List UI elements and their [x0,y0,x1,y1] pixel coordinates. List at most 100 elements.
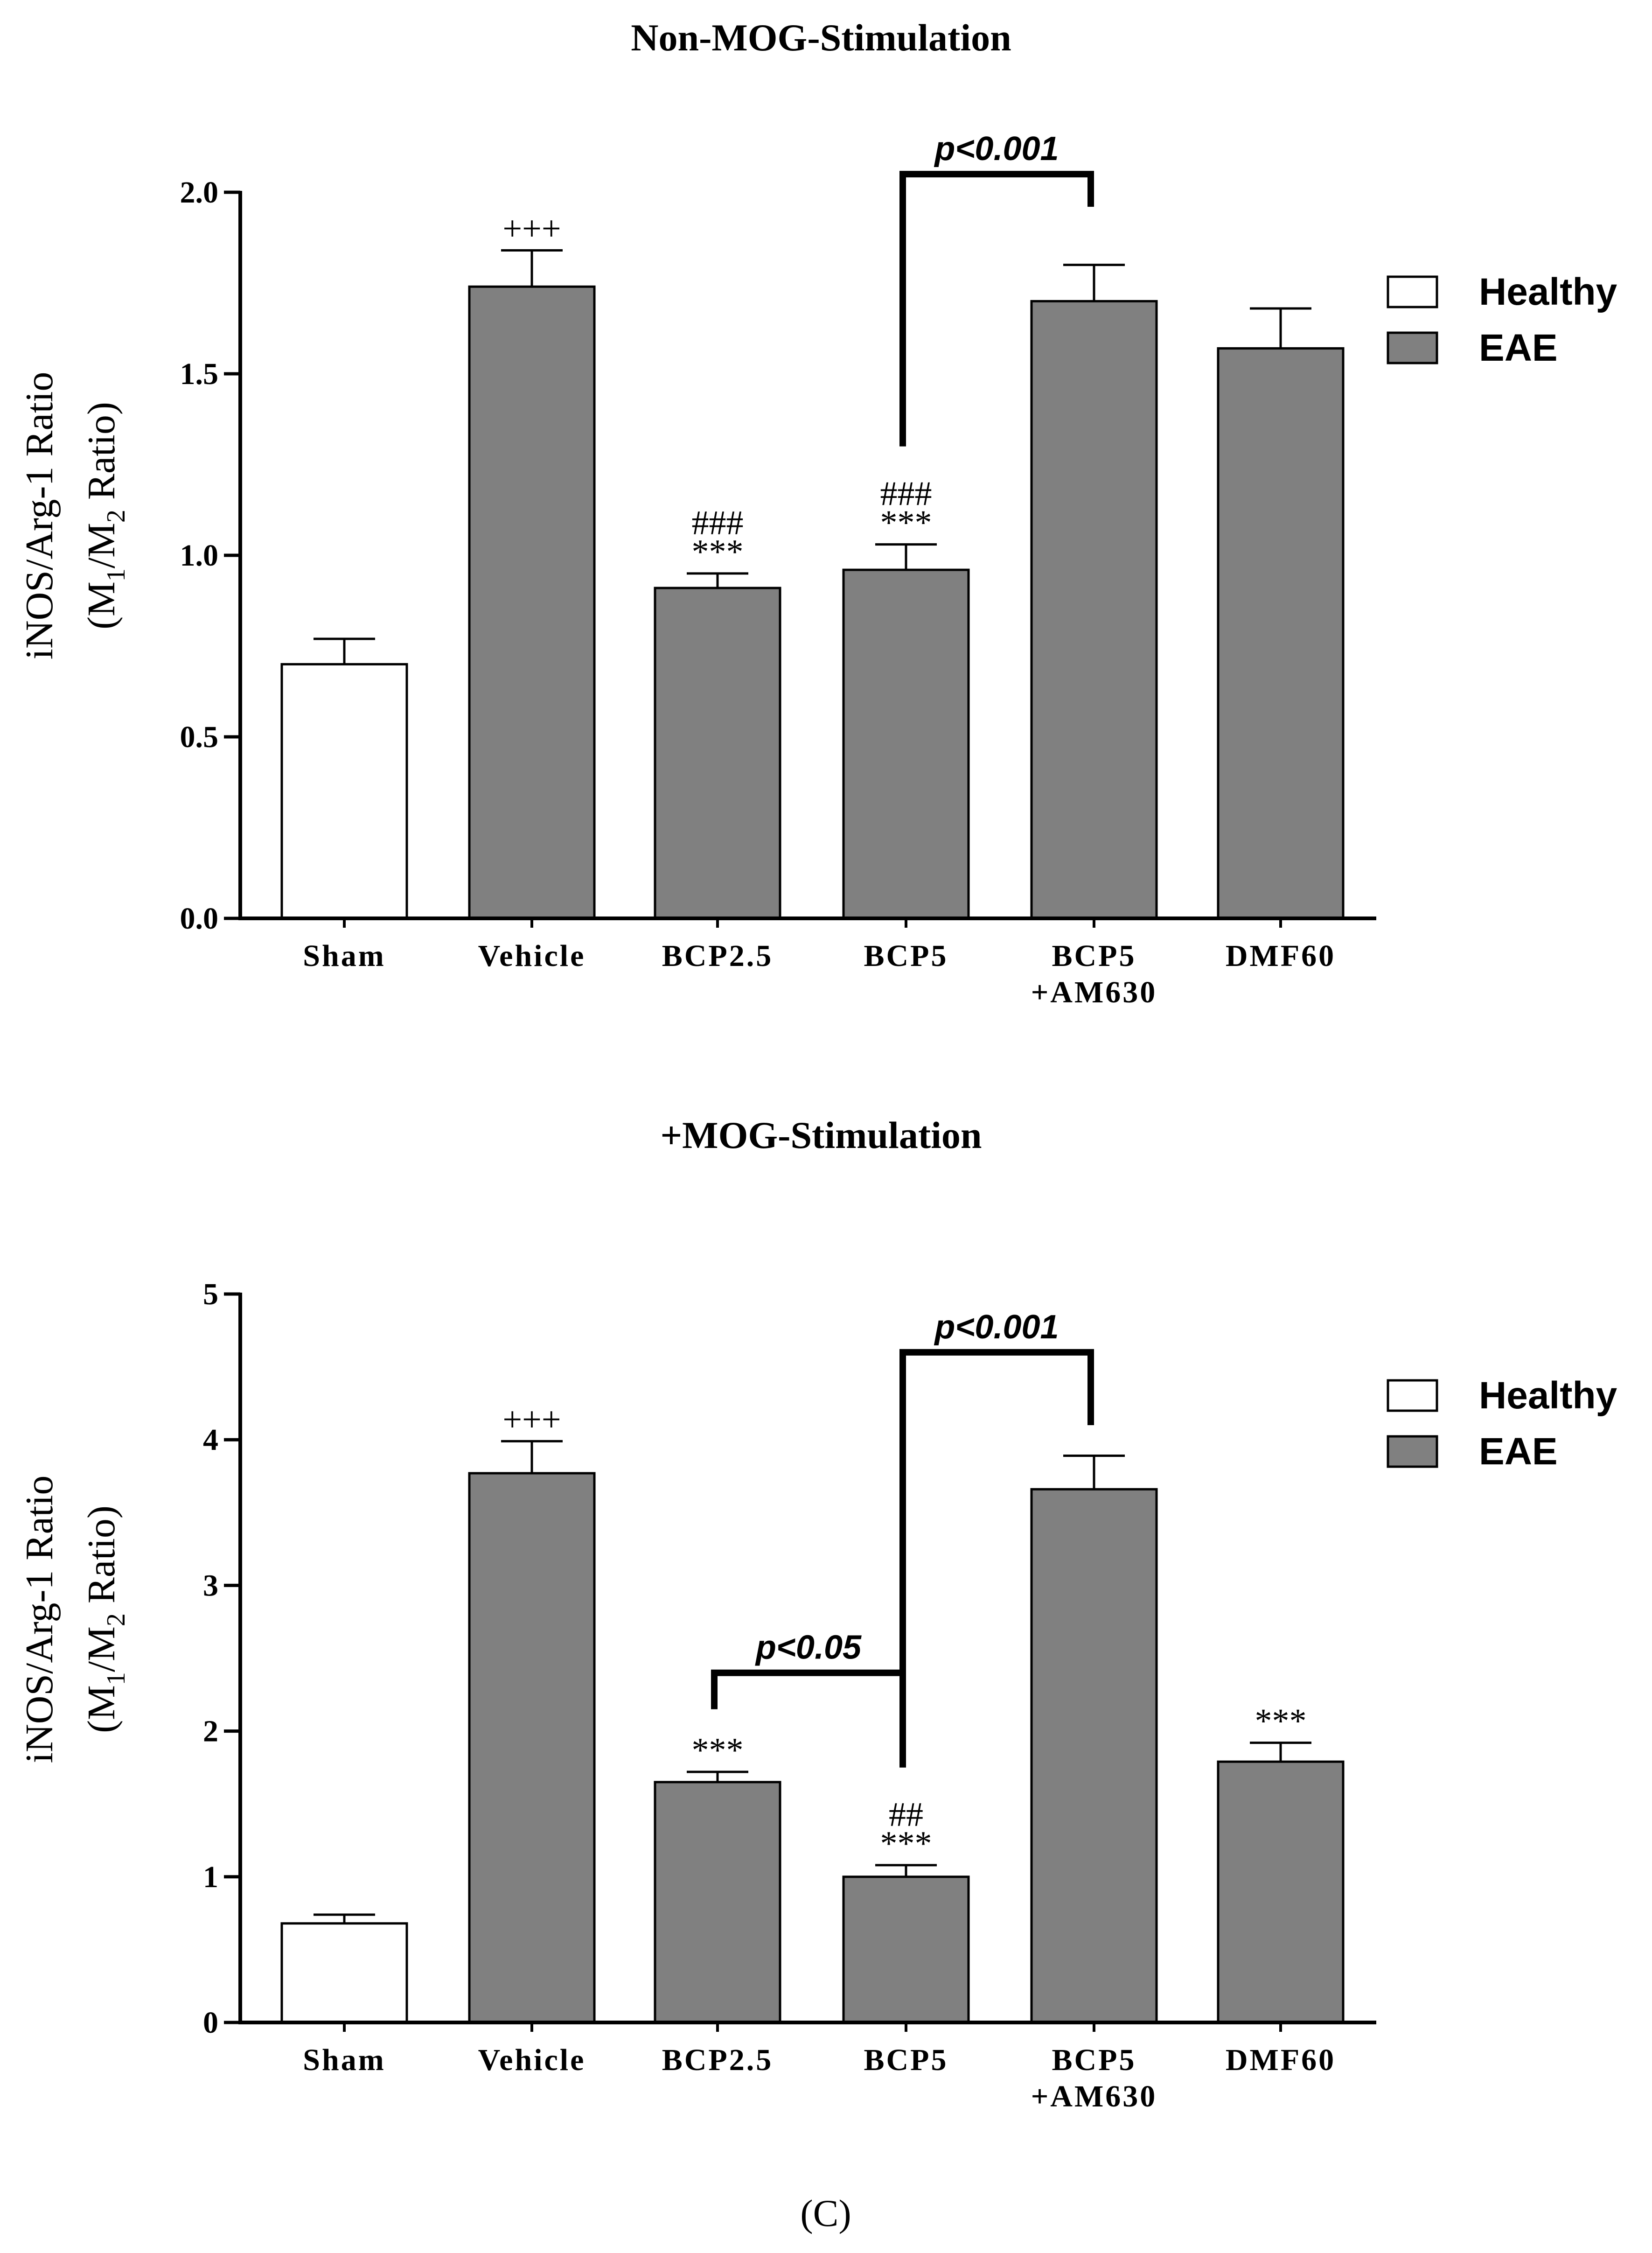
x-tick-label: BCP2.5 [662,939,774,973]
chart-panel-non-mog: Non-MOG-Stimulation iNOS/Arg-1 Ratio (M1… [18,16,1617,1009]
x-tick-label: Sham [303,2043,385,2077]
error-bar [1063,1455,1125,1490]
error-bar [1250,307,1311,349]
bar [468,285,596,920]
y-axis-label-line1: iNOS/Arg-1 Ratio [18,1476,61,1763]
y-ticks: 0.0 0.5 1.0 1.5 2.0 [180,175,240,936]
y-tick-label: 5 [203,1277,218,1311]
bar [1217,347,1345,920]
bar [1030,300,1158,920]
y-tick-label: 0 [203,2006,218,2040]
bar [1030,1488,1158,2024]
axes [238,1293,1376,2032]
bar [654,1781,781,2024]
significance-annotations: +++###***###*** [502,210,932,571]
y-axis-label: iNOS/Arg-1 Ratio (M1/M2 Ratio) [18,1476,131,1763]
x-tick-label: Vehicle [478,939,586,973]
bar [654,587,781,920]
x-tick-label: BCP5 [1052,2043,1136,2077]
x-tick-label: +AM630 [1031,975,1157,1009]
legend: Healthy EAE [1387,1374,1617,1473]
y-tick-label: 3 [203,1568,218,1602]
error-bar [687,572,748,588]
chart-title: Non-MOG-Stimulation [631,16,1011,59]
error-bars [314,249,1311,665]
significance-marker: ## [889,1796,923,1834]
legend-swatch-healthy [1387,275,1438,308]
y-tick-label: 0.0 [180,902,219,936]
x-tick-label: +AM630 [1031,2079,1157,2113]
x-tick-label: BCP5 [864,939,948,973]
error-bar [501,1440,563,1474]
significance-annotations: +++***##****** [502,1400,1306,1863]
y-tick-label: 2.0 [180,175,219,210]
p-value-label: p<0.001 [934,1308,1059,1346]
significance-marker: *** [692,533,744,571]
significance-marker: *** [880,1825,932,1863]
y-tick-label: 2 [203,1714,218,1749]
y-tick-label: 4 [203,1423,218,1457]
error-bar [1063,264,1125,301]
bar [842,1875,970,2024]
error-bar [687,1770,748,1782]
bars [280,1472,1345,2024]
y-tick-label: 1 [203,1860,218,1894]
y-axis-label-line2: (M1/M2 Ratio) [80,1505,131,1733]
significance-marker: +++ [502,1400,561,1439]
y-tick-label: 1.5 [180,357,219,391]
error-bar [1250,1742,1311,1762]
comparison-bracket: p<0.001 [899,130,1094,447]
y-axis-label-line1: iNOS/Arg-1 Ratio [18,372,61,660]
x-tick-label: BCP2.5 [662,2043,774,2077]
y-axis-label: iNOS/Arg-1 Ratio (M1/M2 Ratio) [18,372,131,660]
bars [280,285,1345,920]
bar [280,663,408,920]
legend-label-eae: EAE [1479,327,1558,369]
chart-title: +MOG-Stimulation [660,1114,982,1156]
bracket-line [899,1349,1094,1768]
legend-label-eae: EAE [1479,1430,1558,1473]
p-value-label: p<0.05 [755,1629,862,1666]
significance-marker: *** [1255,1702,1307,1741]
comparison-brackets: p<0.05 p<0.001 [711,1308,1094,1768]
x-tick-label: Sham [303,939,385,973]
y-tick-label: 0.5 [180,720,219,754]
x-tick-label: BCP5 [1052,939,1136,973]
bar [842,568,970,920]
error-bar [875,1864,937,1877]
legend-swatch-eae [1387,1435,1438,1468]
comparison-brackets: p<0.001 [899,130,1094,447]
bar [280,1922,408,2024]
x-tick-label: Vehicle [478,2043,586,2077]
y-ticks: 0 1 2 3 4 5 [203,1277,240,2040]
legend-swatch-eae [1387,331,1438,364]
significance-marker: ### [692,504,744,542]
bracket-line [899,171,1094,447]
x-tick-label: BCP5 [864,2043,948,2077]
legend-label-healthy: Healthy [1479,271,1617,313]
error-bar [501,249,563,287]
bar [468,1472,596,2024]
legend: Healthy EAE [1387,271,1617,369]
y-tick-label: 1.0 [180,539,219,573]
x-tick-label: DMF60 [1226,939,1336,973]
p-value-label: p<0.001 [934,130,1059,168]
axes [238,191,1376,928]
y-axis-label-line2: (M1/M2 Ratio) [80,402,131,630]
significance-marker: +++ [502,210,561,248]
legend-label-healthy: Healthy [1479,1374,1617,1417]
chart-panel-mog: +MOG-Stimulation iNOS/Arg-1 Ratio (M1/M2… [18,1114,1617,2113]
significance-marker: *** [880,504,932,542]
error-bar [314,1913,375,1924]
bar [1217,1760,1345,2024]
x-tick-label: DMF60 [1226,2043,1336,2077]
significance-marker: ### [880,475,932,513]
panel-label: (C) [800,2192,851,2234]
error-bars [314,1440,1311,1924]
comparison-bracket: p<0.001 [899,1308,1094,1768]
error-bar [875,543,937,570]
significance-marker: *** [692,1731,744,1770]
